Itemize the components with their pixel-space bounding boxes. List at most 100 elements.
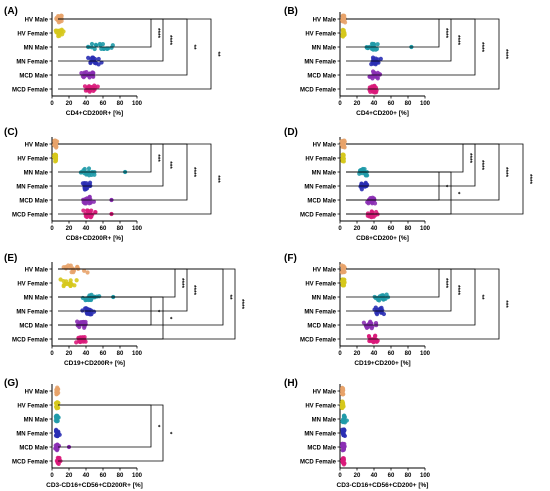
data-point xyxy=(99,60,104,65)
group-label: MN Male xyxy=(24,171,49,177)
data-point xyxy=(341,460,346,465)
x-tick-label: 0 xyxy=(338,473,342,479)
data-point xyxy=(83,296,88,301)
significance-stars: **** xyxy=(502,49,509,60)
significance-bracket xyxy=(58,296,164,340)
significance-stars: ** xyxy=(489,0,495,2)
data-point xyxy=(91,199,96,204)
significance-stars: **** xyxy=(523,0,534,2)
group-label: HV Male xyxy=(25,143,49,149)
data-point xyxy=(370,46,375,51)
significance-bracket xyxy=(346,268,440,298)
significance-stars: **** xyxy=(487,0,498,2)
panel-label: (E) xyxy=(4,253,17,264)
data-point xyxy=(97,294,102,299)
data-point xyxy=(74,340,79,345)
panel-label: (C) xyxy=(4,127,18,138)
significance-bracket xyxy=(58,143,212,215)
significance-stars: **** xyxy=(502,167,509,178)
significance-stars: **** xyxy=(478,160,485,171)
significance-stars: **** xyxy=(454,35,461,46)
data-point xyxy=(61,282,66,288)
x-tick-label: 0 xyxy=(50,351,54,357)
data-point xyxy=(69,282,74,287)
data-point xyxy=(87,84,92,90)
panel-label: (D) xyxy=(284,127,298,138)
group-label: MN Male xyxy=(24,418,49,424)
data-point xyxy=(342,17,347,22)
data-point xyxy=(84,181,89,186)
x-tick-label: 100 xyxy=(420,101,431,107)
significance-stars: **** xyxy=(190,167,197,178)
x-tick-label: 100 xyxy=(132,473,143,479)
group-label: HV Female xyxy=(17,157,48,163)
data-point xyxy=(81,208,86,213)
data-point xyxy=(85,208,90,213)
x-axis-title: CD8+CD200+ [%] xyxy=(356,235,409,242)
x-tick-label: 60 xyxy=(388,351,395,357)
data-point xyxy=(57,33,62,38)
panel-e: (E) HV Male HV Female MN Male MN Female MCD M… xyxy=(4,0,255,367)
group-label: HV Female xyxy=(305,404,336,410)
significance-stars: **** xyxy=(547,0,550,2)
data-point xyxy=(85,307,91,312)
x-tick-label: 40 xyxy=(83,226,90,232)
panel-label: (F) xyxy=(284,253,297,264)
data-point xyxy=(96,56,101,62)
group-label: HV Female xyxy=(17,32,48,38)
panel-g: (G) HV Male HV Female MN Male MN Female MCD M… xyxy=(4,0,184,489)
panel-c: (C) HV Male HV Female MN Male MN Female MCD M… xyxy=(4,0,246,242)
data-point xyxy=(369,321,374,326)
group-label: MN Female xyxy=(16,185,48,191)
panel-h: (H) HV Male HV Female MN Male MN Female MCD M… xyxy=(284,378,431,489)
significance-stars: **** xyxy=(238,299,245,310)
x-tick-label: 60 xyxy=(100,351,107,357)
data-point xyxy=(357,171,362,176)
group-label: MCD Male xyxy=(307,324,336,330)
significance-stars: **** xyxy=(454,285,461,296)
x-axis-title: CD19+CD200+ [%] xyxy=(354,360,410,367)
data-point xyxy=(341,431,346,436)
significance-stars: ** xyxy=(478,294,485,300)
data-point xyxy=(341,266,346,271)
significance-stars: * xyxy=(454,192,461,195)
x-tick-label: 60 xyxy=(388,473,395,479)
group-label: HV Female xyxy=(305,32,336,38)
significance-bracket xyxy=(58,143,164,187)
group-label: MN Female xyxy=(16,432,48,438)
data-point xyxy=(82,84,88,89)
significance-stars: ** xyxy=(226,294,233,300)
x-tick-label: 20 xyxy=(66,473,73,479)
x-tick-label: 0 xyxy=(50,101,54,107)
significance-bracket xyxy=(58,404,164,462)
x-tick-label: 60 xyxy=(100,473,107,479)
data-point xyxy=(340,13,345,18)
significance-stars: ** xyxy=(225,0,231,2)
data-point xyxy=(53,418,58,423)
x-tick-label: 40 xyxy=(371,101,378,107)
significance-stars: **** xyxy=(199,0,210,2)
significance-bracket xyxy=(346,18,440,48)
panel-a: (A) HV Male HV Female MN Male MN Female MCD M… xyxy=(4,0,243,117)
data-point xyxy=(53,446,59,451)
group-label: HV Male xyxy=(25,268,49,274)
significance-stars: *** xyxy=(154,154,161,162)
x-tick-label: 20 xyxy=(354,226,361,232)
data-point xyxy=(54,391,59,396)
data-point xyxy=(85,270,90,275)
group-label: MCD Female xyxy=(300,460,337,466)
data-point xyxy=(82,268,87,273)
significance-stars: ** xyxy=(249,0,255,2)
data-point xyxy=(82,70,87,75)
x-tick-label: 20 xyxy=(354,473,361,479)
x-tick-label: 80 xyxy=(405,226,412,232)
significance-stars: **** xyxy=(175,0,186,2)
data-point xyxy=(377,72,383,77)
group-label: HV Female xyxy=(17,404,48,410)
x-tick-label: 20 xyxy=(354,351,361,357)
group-label: MN Female xyxy=(304,185,336,191)
data-point xyxy=(87,311,92,317)
significance-stars: **** xyxy=(463,0,474,2)
x-axis-title: CD3-CD16+CD56+CD200+ [%] xyxy=(337,482,429,489)
data-point xyxy=(375,42,380,47)
